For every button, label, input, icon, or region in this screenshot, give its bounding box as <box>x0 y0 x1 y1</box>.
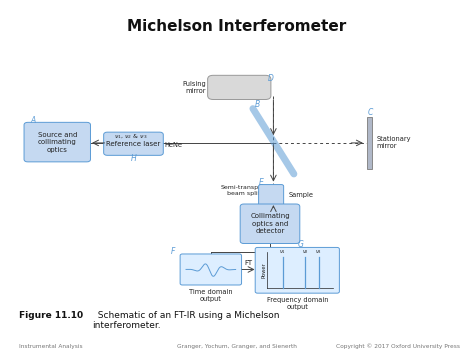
FancyBboxPatch shape <box>259 185 283 206</box>
Text: Time domain
output: Time domain output <box>189 289 233 302</box>
FancyBboxPatch shape <box>255 247 339 293</box>
Text: Semi-transparent
beam splitter: Semi-transparent beam splitter <box>221 185 276 196</box>
Bar <box>367 117 372 169</box>
Text: E: E <box>259 178 264 187</box>
Text: B: B <box>255 100 260 109</box>
Text: $\nu_2$: $\nu_2$ <box>302 248 309 256</box>
FancyBboxPatch shape <box>180 254 242 285</box>
Text: Collimating
optics and
detector: Collimating optics and detector <box>250 213 290 234</box>
Text: Frequency domain
output: Frequency domain output <box>266 297 328 310</box>
Text: H: H <box>131 154 137 163</box>
FancyBboxPatch shape <box>24 122 91 162</box>
Text: FT: FT <box>244 260 253 266</box>
Text: C: C <box>368 108 374 117</box>
Text: Schematic of an FT-IR using a Michelson
interferometer.: Schematic of an FT-IR using a Michelson … <box>92 311 280 330</box>
Text: A: A <box>30 116 35 125</box>
FancyBboxPatch shape <box>104 132 163 155</box>
Text: HeNe: HeNe <box>164 142 182 148</box>
Text: Sample: Sample <box>288 192 313 198</box>
Text: Reference laser: Reference laser <box>106 141 161 147</box>
FancyBboxPatch shape <box>240 204 300 244</box>
Text: Figure 11.10: Figure 11.10 <box>19 311 83 320</box>
Text: Granger, Yochum, Granger, and Sienerth: Granger, Yochum, Granger, and Sienerth <box>177 344 297 349</box>
Text: D: D <box>268 74 273 83</box>
Text: $\nu_3$: $\nu_3$ <box>315 248 322 256</box>
Text: $\nu_1$, $\nu_2$ & $\nu_3$: $\nu_1$, $\nu_2$ & $\nu_3$ <box>114 132 148 141</box>
Text: Source and
collimating
optics: Source and collimating optics <box>37 132 77 153</box>
Text: Michelson Interferometer: Michelson Interferometer <box>128 19 346 34</box>
Text: $\nu_1$: $\nu_1$ <box>279 248 286 256</box>
FancyBboxPatch shape <box>208 75 271 99</box>
Text: Stationary
mirror: Stationary mirror <box>377 136 411 149</box>
Text: Pulsing
mirror: Pulsing mirror <box>182 81 206 94</box>
Text: Instrumental Analysis: Instrumental Analysis <box>19 344 82 349</box>
Text: Power: Power <box>261 262 266 278</box>
Text: G: G <box>297 240 303 250</box>
Text: Copyright © 2017 Oxford University Press: Copyright © 2017 Oxford University Press <box>336 343 460 349</box>
Text: F: F <box>171 247 175 256</box>
